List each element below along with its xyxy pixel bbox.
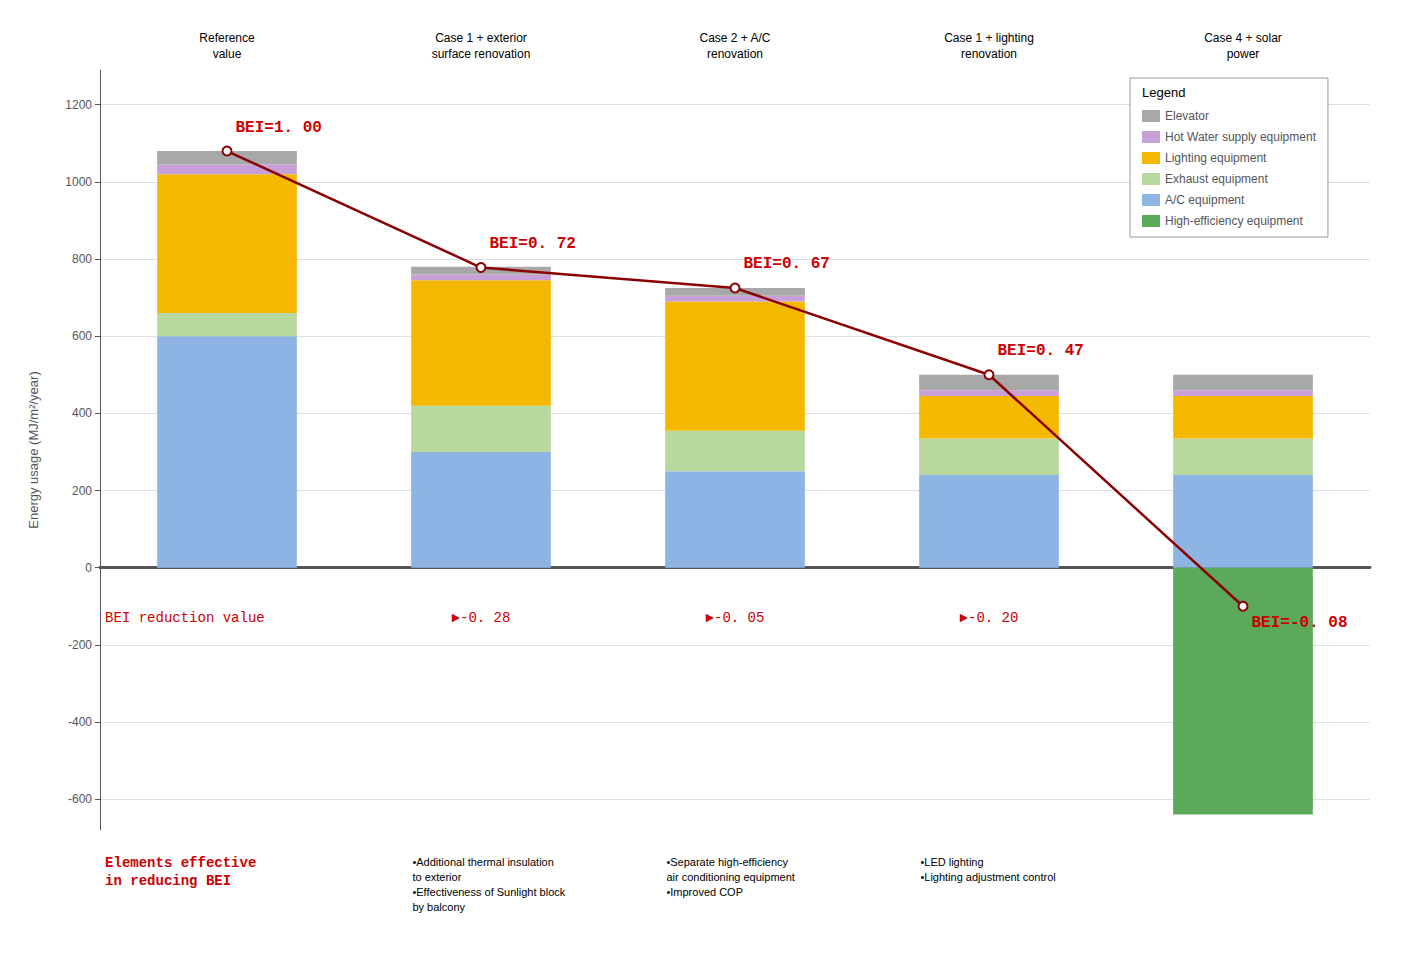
svg-text:A/C equipment: A/C equipment — [1165, 193, 1245, 207]
svg-text:Legend: Legend — [1142, 85, 1185, 100]
svg-text:in reducing BEI: in reducing BEI — [105, 873, 231, 889]
svg-text:Case 2 + A/C: Case 2 + A/C — [699, 31, 770, 45]
svg-text:air conditioning equipment: air conditioning equipment — [666, 871, 794, 883]
svg-text:•Separate high-efficiency: •Separate high-efficiency — [666, 856, 788, 868]
svg-text:renovation: renovation — [961, 47, 1017, 61]
svg-text:1200: 1200 — [65, 98, 92, 112]
svg-text:1000: 1000 — [65, 175, 92, 189]
svg-text:to exterior: to exterior — [412, 871, 461, 883]
svg-text:400: 400 — [72, 406, 92, 420]
svg-text:Exhaust equipment: Exhaust equipment — [1165, 172, 1268, 186]
svg-text:►-0. 28: ►-0. 28 — [452, 610, 511, 626]
svg-text:200: 200 — [72, 484, 92, 498]
svg-text:800: 800 — [72, 252, 92, 266]
svg-text:High-efficiency equipment: High-efficiency equipment — [1165, 214, 1304, 228]
svg-text:0: 0 — [85, 561, 92, 575]
svg-text:►-0. 20: ►-0. 20 — [960, 610, 1019, 626]
svg-text:•Effectiveness of Sunlight blo: •Effectiveness of Sunlight block — [412, 886, 565, 898]
svg-text:•Lighting adjustment control: •Lighting adjustment control — [920, 871, 1055, 883]
svg-text:BEI reduction value: BEI reduction value — [105, 610, 265, 626]
svg-text:BEI=1. 00: BEI=1. 00 — [236, 119, 322, 137]
svg-text:-600: -600 — [68, 792, 92, 806]
svg-text:Case 1 + exterior: Case 1 + exterior — [435, 31, 527, 45]
svg-text:-200: -200 — [68, 638, 92, 652]
svg-text:•LED lighting: •LED lighting — [920, 856, 983, 868]
svg-text:•Additional thermal insulation: •Additional thermal insulation — [412, 856, 553, 868]
svg-text:Hot Water supply equipment: Hot Water supply equipment — [1165, 130, 1317, 144]
svg-text:Elevator: Elevator — [1165, 109, 1209, 123]
svg-text:BEI=-0. 08: BEI=-0. 08 — [1252, 614, 1348, 632]
svg-text:BEI=0. 67: BEI=0. 67 — [744, 255, 830, 273]
svg-text:Elements effective: Elements effective — [105, 855, 256, 871]
svg-text:►-0. 05: ►-0. 05 — [706, 610, 765, 626]
svg-text:by balcony: by balcony — [412, 901, 465, 913]
svg-text:Case 1 + lighting: Case 1 + lighting — [944, 31, 1034, 45]
svg-text:Case 4 + solar: Case 4 + solar — [1204, 31, 1282, 45]
svg-text:renovation: renovation — [707, 47, 763, 61]
svg-text:•Improved COP: •Improved COP — [666, 886, 743, 898]
svg-text:value: value — [213, 47, 242, 61]
svg-text:600: 600 — [72, 329, 92, 343]
svg-text:power: power — [1227, 47, 1260, 61]
svg-text:BEI=0. 72: BEI=0. 72 — [490, 235, 576, 253]
svg-text:BEI=0. 47: BEI=0. 47 — [998, 342, 1084, 360]
svg-text:Lighting equipment: Lighting equipment — [1165, 151, 1267, 165]
svg-text:Energy usage (MJ/m²/year): Energy usage (MJ/m²/year) — [26, 371, 41, 529]
svg-text:-400: -400 — [68, 715, 92, 729]
svg-text:Reference: Reference — [199, 31, 255, 45]
svg-text:surface renovation: surface renovation — [432, 47, 531, 61]
